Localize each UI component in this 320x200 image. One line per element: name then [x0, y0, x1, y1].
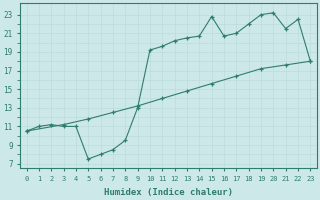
X-axis label: Humidex (Indice chaleur): Humidex (Indice chaleur) — [104, 188, 233, 197]
